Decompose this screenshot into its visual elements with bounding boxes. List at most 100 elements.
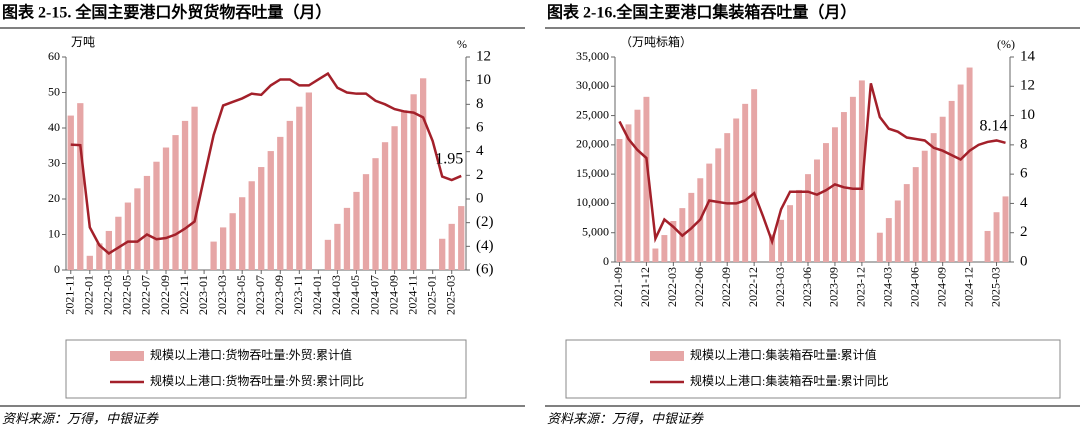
y2-tick-label: 2: [476, 167, 484, 183]
bar: [420, 78, 427, 270]
x-tick-label: 2024-06: [907, 267, 921, 307]
x-tick-label: 2024-11: [405, 275, 419, 315]
bar: [362, 174, 370, 270]
bar: [805, 174, 811, 262]
x-tick-label: 2023-09: [272, 275, 286, 315]
bar: [134, 188, 141, 270]
x-tick-label: 2023-12: [854, 267, 868, 307]
x-tick-label: 2022-05: [120, 275, 134, 315]
y-tick-label: 30,000: [576, 78, 609, 92]
bar: [814, 159, 820, 262]
y2-tick-label: 6: [476, 119, 484, 135]
y2-axis-title: %: [457, 37, 467, 51]
y-tick-label: 30: [48, 155, 60, 169]
x-tick-label: 2022-06: [692, 267, 706, 307]
bar: [400, 110, 408, 270]
y2-tick-label: 0: [1020, 253, 1028, 269]
bar: [984, 230, 991, 262]
y2-tick-label: 8: [1020, 136, 1028, 152]
y-tick-label: 20,000: [576, 137, 609, 151]
legend-label: 规模以上港口:货物吞吐量:外贸:累计值: [150, 347, 352, 362]
legend-box: [565, 339, 1061, 399]
bar: [448, 223, 455, 270]
y2-tick-label: 12: [476, 48, 491, 64]
x-tick-label: 2022-09: [158, 275, 172, 315]
y2-tick-label: 12: [1020, 78, 1035, 94]
bar: [912, 167, 919, 262]
x-tick-label: 2025-01: [424, 275, 438, 315]
y-axis-title: 万吨: [71, 35, 95, 49]
bar: [143, 175, 151, 270]
bar: [670, 221, 677, 262]
bar: [885, 218, 892, 262]
y-tick-label: 35,000: [576, 49, 609, 63]
x-tick-label: 2021-12: [638, 267, 652, 307]
line-series: [618, 83, 1006, 246]
x-tick-label: 2024-03: [329, 275, 343, 315]
bar: [894, 200, 901, 262]
y2-tick-label: (6): [476, 261, 494, 277]
bar: [258, 167, 265, 270]
bar: [153, 161, 160, 270]
legend-label: 规模以上港口:集装箱吞吐量:累计值: [690, 347, 877, 362]
y-tick-label: 20: [48, 191, 60, 205]
bar: [372, 158, 379, 270]
y-tick-label: 0: [603, 254, 609, 268]
bar: [831, 127, 838, 263]
bar: [643, 96, 650, 262]
y2-tick-label: (4): [476, 238, 494, 254]
bar: [410, 94, 417, 271]
bar: [334, 223, 341, 270]
bar: [296, 106, 303, 270]
bar: [267, 151, 274, 270]
y-tick-label: 50: [48, 84, 60, 98]
x-tick-label: 2025-03: [443, 275, 457, 315]
x-tick-label: 2024-09: [934, 267, 948, 307]
bar: [124, 202, 132, 270]
bar: [239, 197, 246, 270]
x-tick-label: 2024-12: [961, 267, 975, 307]
bar: [181, 120, 189, 271]
y-tick-label: 25,000: [576, 107, 609, 121]
bar: [930, 133, 937, 262]
bar: [796, 189, 802, 262]
bar: [277, 136, 284, 270]
y2-tick-label: 4: [476, 143, 484, 159]
y2-tick-label: 14: [1020, 48, 1036, 64]
bar: [778, 219, 785, 262]
bar: [77, 103, 84, 271]
bar: [715, 148, 722, 262]
x-tick-label: 2023-03: [773, 267, 787, 307]
y2-tick-label: 4: [1020, 195, 1028, 211]
y-tick-label: 40: [48, 120, 60, 134]
x-tick-label: 2023-06: [800, 267, 814, 307]
y-tick-label: 60: [48, 49, 60, 63]
bar: [724, 133, 731, 262]
bar: [162, 147, 170, 270]
line-series: [70, 71, 462, 255]
chart-title: 图表 2-15. 全国主要港口外贸货物吞吐量（月）: [2, 3, 331, 22]
x-tick-label: 2024-07: [367, 275, 381, 315]
data-label: 1.95: [435, 151, 463, 168]
bar: [191, 106, 198, 270]
x-tick-label: 2022-03: [101, 275, 115, 315]
bar: [220, 227, 227, 270]
x-tick-label: 2024-05: [348, 275, 362, 315]
bar: [966, 67, 973, 263]
x-tick-label: 2024-09: [386, 275, 400, 315]
bar: [286, 120, 293, 271]
y-tick-label: 15,000: [576, 166, 609, 180]
source: 资料来源：万得，中银证券: [2, 411, 159, 426]
bar: [229, 213, 236, 270]
y-tick-label: 5,000: [582, 224, 609, 238]
x-tick-label: 2023-05: [234, 275, 248, 315]
source: 资料来源：万得，中银证券: [547, 411, 704, 426]
bar: [381, 142, 389, 270]
legend-label: 规模以上港口:货物吞吐量:外贸:累计同比: [150, 373, 364, 388]
legend-swatch: [110, 351, 144, 361]
y-axis-title: （万吨标箱）: [620, 34, 692, 49]
legend-box: [65, 339, 467, 399]
y-tick-label: 10,000: [576, 195, 609, 209]
x-tick-label: 2022-07: [139, 275, 153, 315]
bar: [458, 206, 465, 270]
